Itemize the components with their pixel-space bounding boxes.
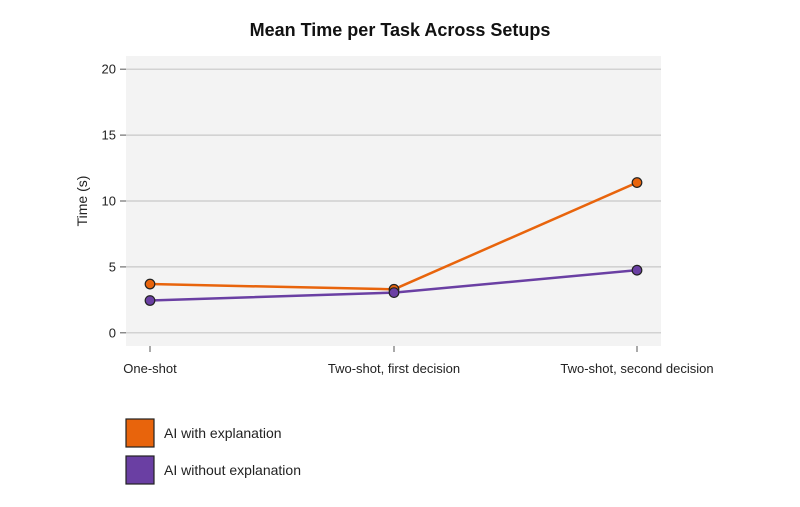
y-tick-label: 20: [102, 62, 116, 77]
gridlines: [126, 68, 661, 334]
y-tick-label: 15: [102, 128, 116, 143]
legend-swatch: [125, 418, 155, 448]
y-tick-label: 5: [109, 259, 116, 274]
legend-swatch: [125, 455, 155, 485]
y-axis-label: Time (s): [74, 176, 90, 227]
x-tick-label: One-shot: [123, 361, 177, 376]
y-tick-label: 0: [109, 325, 116, 340]
data-point: [631, 177, 643, 188]
legend-label: AI without explanation: [164, 462, 301, 478]
x-axis-ticks: One-shot Two-shot, first decision Two-shot…: [123, 346, 714, 376]
data-point: [144, 278, 156, 290]
x-tick-label: Two-shot, first decision: [328, 361, 460, 376]
x-tick-label: Two-shot, second decision: [560, 361, 713, 376]
data-point: [388, 287, 400, 299]
legend: AI with explanation AI without explanatio…: [125, 418, 301, 485]
legend-label: AI with explanation: [164, 425, 282, 441]
data-point: [631, 264, 643, 276]
chart-title: Mean Time per Task Across Setups: [250, 20, 551, 40]
y-axis-ticks: 0 5 10 15 20: [102, 62, 126, 340]
data-point: [144, 295, 156, 306]
series-group: [144, 177, 643, 306]
y-tick-label: 10: [102, 194, 116, 209]
